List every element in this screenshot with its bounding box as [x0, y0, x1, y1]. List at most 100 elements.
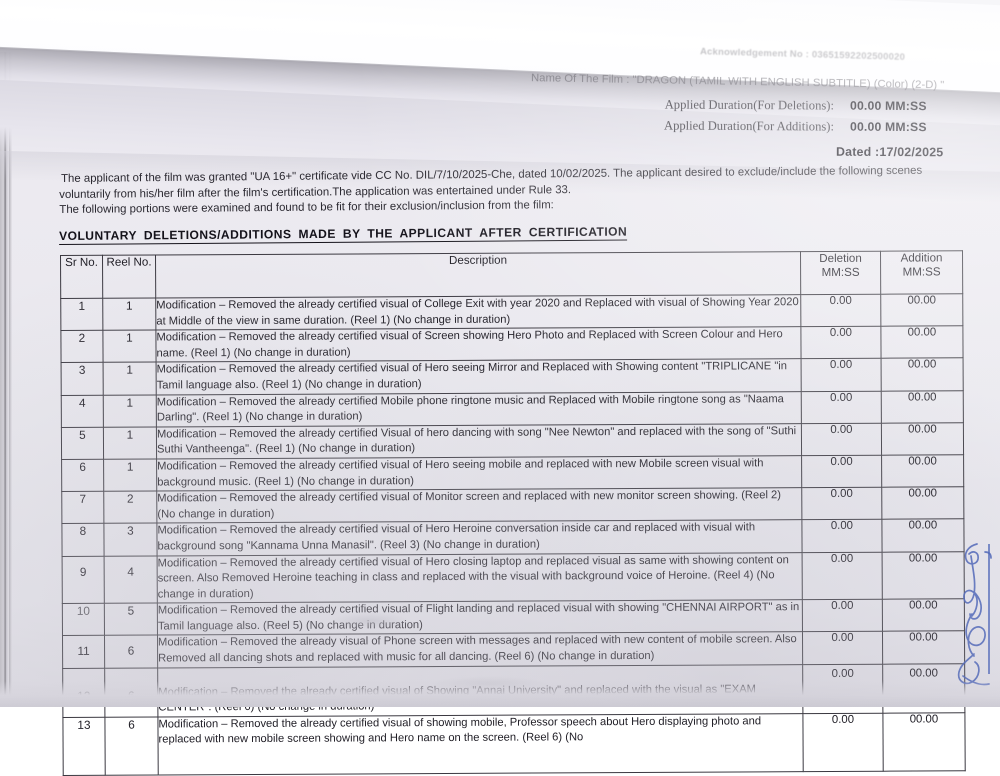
column-header-sr-no-text: Sr No. — [65, 255, 98, 269]
column-header-addition-text: Addition — [900, 251, 943, 265]
table-header-row: Sr No. Reel No. Description Deletion MM:… — [60, 250, 963, 299]
cell-addition: 00.00 — [882, 551, 965, 600]
column-header-sr-no: Sr No. — [60, 255, 103, 299]
scan-bottom-edge — [0, 681, 1000, 707]
cell-reel-no: 1 — [102, 330, 157, 363]
table-row: 7 2 Modification – Removed the already c… — [61, 486, 964, 524]
column-header-deletion-text: Deletion — [819, 251, 862, 266]
cell-description: Modification – Removed the already certi… — [156, 455, 802, 492]
table-row: 6 1 Modification – Removed the already c… — [61, 454, 964, 492]
cell-deletion: 0.00 — [801, 455, 882, 488]
cell-sr-no: 10 — [62, 603, 105, 636]
table-row: 5 1 Modification – Removed the already c… — [61, 422, 964, 460]
table-header: Sr No. Reel No. Description Deletion MM:… — [60, 250, 963, 299]
cell-sr-no: 1 — [60, 298, 103, 331]
table-row: 10 5 Modification – Removed the already … — [62, 599, 965, 636]
applied-duration-deletions-value: 00.00 MM:SS — [849, 98, 927, 114]
table-row: 4 1 Modification – Removed the already c… — [61, 390, 964, 428]
cell-sr-no: 7 — [61, 491, 104, 524]
table-row: 13 6 Modification – Removed the already … — [62, 712, 966, 776]
table-row: 3 1 Modification – Removed the already c… — [61, 358, 964, 396]
cell-addition: 00.00 — [881, 390, 964, 423]
cell-description: Modification – Removed the already certi… — [156, 358, 802, 395]
signature-underline-stroke — [988, 544, 990, 674]
cell-sr-no: 8 — [61, 523, 105, 556]
table-row: 1 1 Modification – Removed the already c… — [60, 293, 963, 331]
cell-description: Modification – Removed the already certi… — [156, 391, 802, 427]
cell-addition: 00.00 — [881, 454, 964, 488]
cell-reel-no: 1 — [103, 458, 157, 492]
cell-sr-no: 9 — [62, 555, 105, 604]
applied-duration-deletions-row: Applied Duration(For Deletions): 00.00 M… — [508, 97, 968, 115]
cell-sr-no: 5 — [61, 427, 104, 460]
cell-deletion: 0.00 — [800, 326, 882, 359]
table-row: 8 3 Modification – Removed the already c… — [61, 519, 965, 556]
cell-reel-no: 2 — [103, 491, 157, 524]
cell-description: Modification – Removed the already certi… — [156, 423, 802, 459]
scan-smudge-upper — [330, 612, 410, 630]
table-row: 2 1 Modification – Removed the already c… — [60, 325, 964, 363]
column-header-description-text: Description — [448, 253, 508, 267]
cell-sr-no: 13 — [62, 717, 106, 776]
cell-sr-no: 2 — [60, 330, 104, 363]
cell-addition: 00.00 — [882, 712, 966, 772]
cell-reel-no: 3 — [103, 523, 158, 556]
applied-duration-deletions-label: Applied Duration(For Deletions): — [664, 97, 835, 113]
column-header-reel-no: Reel No. — [102, 254, 156, 299]
cell-reel-no: 5 — [104, 603, 158, 636]
cell-description: Modification – Removed the already certi… — [155, 326, 802, 363]
cell-deletion: 0.00 — [801, 519, 883, 553]
cell-reel-no: 6 — [104, 635, 158, 668]
cell-sr-no: 11 — [62, 635, 105, 669]
cell-sr-no: 3 — [61, 362, 104, 396]
cell-description: Modification – Removed the already certi… — [157, 552, 803, 604]
cell-description: Modification – Removed the already certi… — [157, 713, 804, 776]
cell-deletion: 0.00 — [802, 551, 883, 600]
cell-deletion: 0.00 — [802, 599, 883, 633]
cell-reel-no: 6 — [104, 716, 159, 776]
cell-deletion: 0.00 — [801, 422, 882, 456]
cell-addition: 00.00 — [881, 358, 964, 391]
column-header-addition: Addition MM:SS — [880, 250, 963, 295]
cell-sr-no: 6 — [61, 459, 104, 492]
cell-reel-no: 1 — [103, 394, 157, 428]
applied-duration-additions-row: Applied Duration(For Additions): 00.00 M… — [508, 118, 968, 136]
cell-deletion: 0.00 — [801, 390, 882, 424]
cell-description: Modification – Removed the already certi… — [156, 519, 803, 556]
dated-line: Dated :17/02/2025 — [835, 144, 944, 160]
cell-deletion: 0.00 — [801, 487, 882, 520]
cell-deletion: 0.00 — [800, 294, 881, 327]
deletions-additions-table-wrapper: Sr No. Reel No. Description Deletion MM:… — [60, 250, 966, 776]
applied-duration-additions-label: Applied Duration(For Additions): — [663, 118, 835, 134]
table-row: 9 4 Modification – Removed the already c… — [62, 551, 965, 604]
cell-addition: 00.00 — [880, 293, 963, 327]
cell-description: Modification – Removed the already certi… — [155, 294, 801, 331]
table-row: 11 6 Modification – Removed the already … — [62, 631, 965, 669]
cell-description: Modification – Removed the already visua… — [157, 632, 803, 668]
column-header-deletion: Deletion MM:SS — [800, 251, 881, 295]
applied-duration-additions-value: 00.00 MM:SS — [849, 119, 927, 135]
cell-deletion: 0.00 — [802, 631, 883, 665]
cell-reel-no: 4 — [104, 555, 158, 604]
cell-addition: 00.00 — [881, 422, 964, 456]
column-header-addition-units: MM:SS — [902, 265, 941, 279]
cell-addition: 00.00 — [881, 519, 965, 552]
cell-deletion: 0.00 — [801, 358, 882, 392]
cell-reel-no: 1 — [103, 362, 157, 395]
scan-left-edge-inner — [9, 0, 12, 707]
column-header-deletion-units: MM:SS — [821, 265, 860, 280]
column-header-reel-no-text: Reel No. — [106, 255, 152, 269]
cell-description: Modification – Removed the already certi… — [157, 599, 803, 636]
preamble-paragraph: The applicant of the film was granted "U… — [59, 163, 959, 219]
section-heading: VOLUNTARY DELETIONS/ADDITIONS MADE BY TH… — [59, 224, 628, 245]
cell-addition: 00.00 — [882, 599, 965, 632]
cell-addition: 00.00 — [880, 325, 964, 359]
column-header-description: Description — [155, 251, 801, 298]
cell-sr-no: 4 — [61, 394, 104, 428]
cell-reel-no: 1 — [103, 426, 157, 460]
cell-deletion: 0.00 — [802, 713, 884, 772]
cell-addition: 00.00 — [882, 631, 965, 664]
scan-left-edge — [0, 0, 9, 707]
cell-reel-no: 1 — [102, 297, 156, 331]
